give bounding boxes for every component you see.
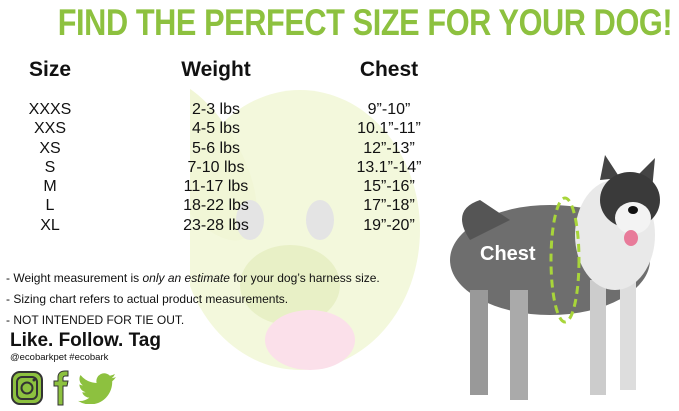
table-cell-size: L (45, 197, 55, 215)
social-icons (10, 370, 118, 406)
table-cell-weight: 11-17 lbs (183, 178, 249, 196)
table-cell-weight: 18-22 lbs (183, 197, 249, 215)
note-sizing: - Sizing chart refers to actual product … (6, 292, 289, 306)
chest-label: Chest (480, 243, 536, 265)
table-cell-size: XL (40, 216, 60, 234)
page-title: FIND THE PERFECT SIZE FOR YOUR DOG! (57, 2, 673, 43)
table-cell-weight: 5-6 lbs (191, 139, 241, 157)
table-cell-weight: 4-5 lbs (191, 120, 241, 138)
husky-photo (450, 155, 660, 400)
notes: - Weight measurement is only an estimate… (6, 268, 380, 331)
table-cell-chest: 9”-10” (367, 101, 411, 118)
header-size: Size (28, 58, 72, 81)
social-handles: @ecobarkpet #ecobark (10, 352, 109, 363)
table-cell-chest: 15”-16” (363, 178, 415, 196)
table-cell-chest: 19”-20” (363, 216, 415, 234)
note-tie-out: - NOT INTENDED FOR TIE OUT. (6, 313, 185, 327)
table-cell-weight: 23-28 lbs (183, 216, 249, 234)
facebook-icon[interactable] (52, 370, 70, 406)
table-cell-chest: 10.1”-11” (357, 120, 421, 138)
table-cell-size: S (44, 158, 56, 176)
table-cell-chest: 12”-13” (363, 139, 415, 157)
header-weight: Weight (181, 58, 251, 81)
table-cell-size: M (43, 178, 57, 196)
instagram-icon[interactable] (10, 370, 44, 406)
table-cell-weight: 7-10 lbs (187, 158, 245, 176)
social-heading: Like. Follow. Tag (10, 330, 161, 351)
note-weight: - Weight measurement is only an estimate… (6, 271, 380, 285)
size-column: XXXS XXS XS S M L XL (0, 100, 120, 235)
header-chest: Chest (359, 58, 419, 81)
table-cell-size: XS (39, 139, 61, 157)
table-cell-chest: 17”-18” (363, 197, 415, 215)
chest-column: 9”-10” 10.1”-11” 12”-13” 13.1”-14” 15”-16” 17… (319, 100, 459, 235)
table-cell-size: XXXS (28, 101, 72, 118)
weight-column: 2-3 lbs 4-5 lbs 5-6 lbs 7-10 lbs 11-17 lbs 18… (146, 100, 286, 235)
background-dog-illustration (190, 79, 420, 370)
table-cell-weight: 2-3 lbs (191, 101, 241, 118)
twitter-icon[interactable] (78, 372, 118, 404)
table-cell-size: XXS (33, 120, 66, 138)
table-cell-chest: 13.1”-14” (356, 158, 422, 176)
